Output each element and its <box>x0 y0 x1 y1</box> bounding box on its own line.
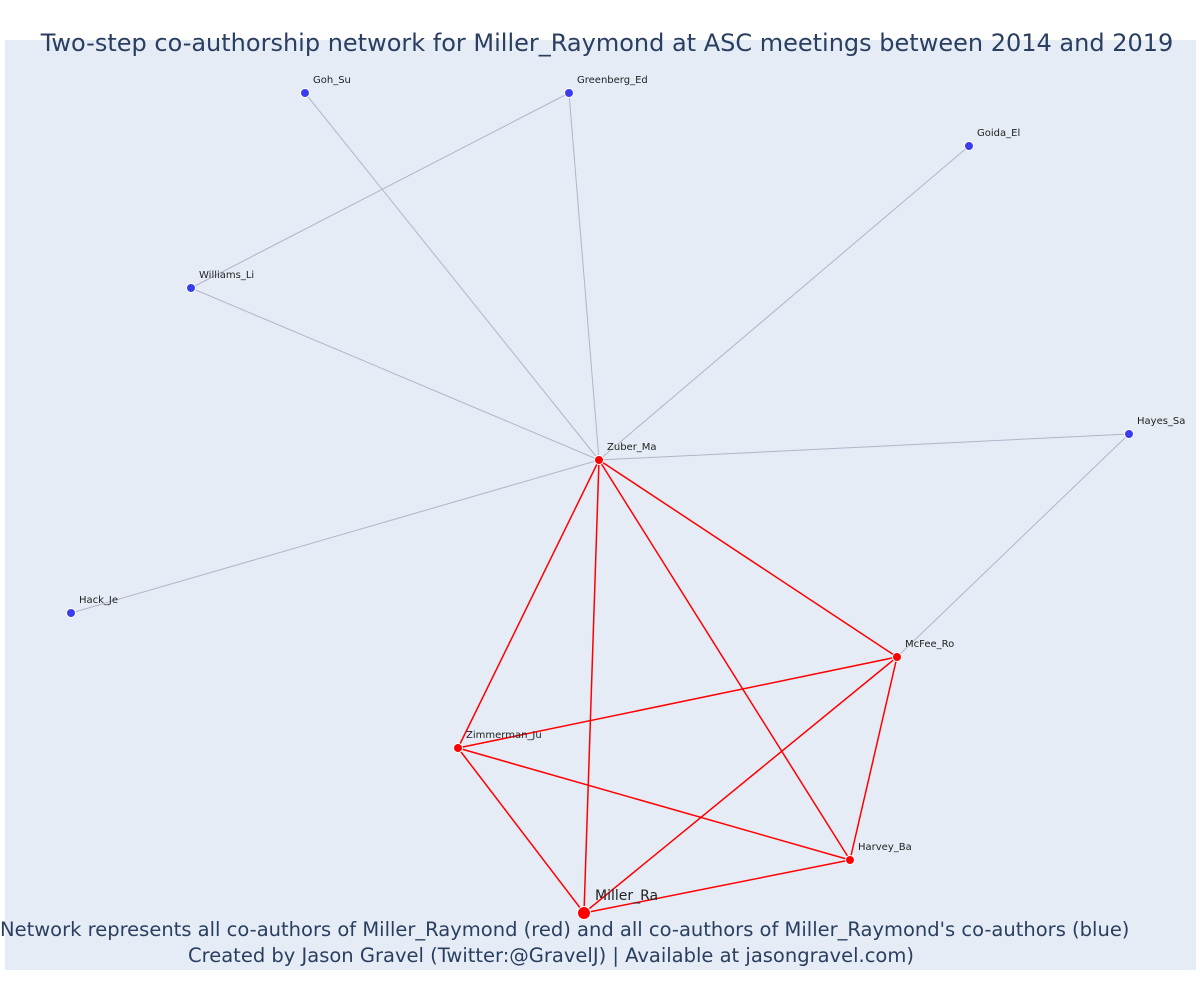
node-marker-miller-ra[interactable] <box>577 906 591 920</box>
node-marker-hack-je[interactable] <box>66 608 76 618</box>
node-marker-hayes-sa[interactable] <box>1124 429 1134 439</box>
node-goh-su[interactable]: Goh_Su <box>300 75 351 98</box>
node-marker-zimmerman-ju[interactable] <box>453 743 463 753</box>
edge-zuber-ma-hayes-sa <box>598 433 1130 461</box>
node-marker-zuber-ma[interactable] <box>594 455 604 465</box>
node-marker-harvey-ba[interactable] <box>845 855 855 865</box>
edge-zuber-ma-miller-ra <box>583 459 600 914</box>
edge-zuber-ma-williams-li <box>190 287 600 461</box>
caption-line-2: Created by Jason Gravel (Twitter:@Gravel… <box>188 944 914 967</box>
edge-mcfee-ro-hayes-sa <box>896 433 1130 658</box>
node-label-williams-li: Williams_Li <box>199 270 254 281</box>
edge-zuber-ma-mcfee-ro <box>598 459 898 658</box>
node-label-goh-su: Goh_Su <box>313 75 351 86</box>
node-greenberg-ed[interactable]: Greenberg_Ed <box>564 75 648 98</box>
node-hayes-sa[interactable]: Hayes_Sa <box>1124 416 1186 439</box>
node-marker-mcfee-ro[interactable] <box>892 652 902 662</box>
node-harvey-ba[interactable]: Harvey_Ba <box>845 842 912 865</box>
chart-title: Two-step co-authorship network for Mille… <box>40 29 1174 57</box>
node-marker-williams-li[interactable] <box>186 283 196 293</box>
edge-zuber-ma-hack-je <box>70 459 600 614</box>
edge-harvey-ba-miller-ra <box>583 859 851 914</box>
node-marker-goida-el[interactable] <box>964 141 974 151</box>
caption-line-1: Network represents all co-authors of Mil… <box>0 918 1130 941</box>
edge-zuber-ma-greenberg-ed <box>568 92 600 461</box>
node-zuber-ma[interactable]: Zuber_Ma <box>594 442 657 465</box>
node-marker-goh-su[interactable] <box>300 88 310 98</box>
node-label-hack-je: Hack_Je <box>79 595 118 606</box>
edge-mcfee-ro-zimmerman-ju <box>457 656 898 749</box>
node-williams-li[interactable]: Williams_Li <box>186 270 255 293</box>
edge-zuber-ma-harvey-ba <box>598 459 851 861</box>
edge-zimmerman-ju-harvey-ba <box>457 747 851 861</box>
nodes-layer: Miller_Ra Zuber_Ma McFee_Ro Zimmerman_Ju Har… <box>66 75 1186 920</box>
node-label-harvey-ba: Harvey_Ba <box>858 842 912 853</box>
edge-mcfee-ro-miller-ra <box>583 656 898 914</box>
node-label-zuber-ma: Zuber_Ma <box>607 442 657 453</box>
edge-mcfee-ro-harvey-ba <box>849 656 898 861</box>
node-miller-ra[interactable]: Miller_Ra <box>577 888 659 920</box>
edge-zuber-ma-goh-su <box>304 92 600 461</box>
node-zimmerman-ju[interactable]: Zimmerman_Ju <box>453 730 542 753</box>
node-label-greenberg-ed: Greenberg_Ed <box>577 75 648 86</box>
edges-layer <box>70 92 1130 914</box>
plot-area: Miller_Ra Zuber_Ma McFee_Ro Zimmerman_Ju Har… <box>5 40 1196 970</box>
network-graph: Miller_Ra Zuber_Ma McFee_Ro Zimmerman_Ju Har… <box>66 75 1186 920</box>
node-label-mcfee-ro: McFee_Ro <box>905 639 954 650</box>
edge-zuber-ma-goida-el <box>598 145 970 461</box>
edge-williams-li-greenberg-ed <box>190 92 570 289</box>
node-label-goida-el: Goida_El <box>977 128 1020 139</box>
edge-zimmerman-ju-miller-ra <box>457 747 585 914</box>
node-goida-el[interactable]: Goida_El <box>964 128 1021 151</box>
node-mcfee-ro[interactable]: McFee_Ro <box>892 639 955 662</box>
node-marker-greenberg-ed[interactable] <box>564 88 574 98</box>
node-label-zimmerman-ju: Zimmerman_Ju <box>466 730 542 741</box>
node-label-hayes-sa: Hayes_Sa <box>1137 416 1185 427</box>
node-label-miller-ra: Miller_Ra <box>595 888 658 904</box>
node-hack-je[interactable]: Hack_Je <box>66 595 119 618</box>
edge-zuber-ma-zimmerman-ju <box>457 459 600 749</box>
